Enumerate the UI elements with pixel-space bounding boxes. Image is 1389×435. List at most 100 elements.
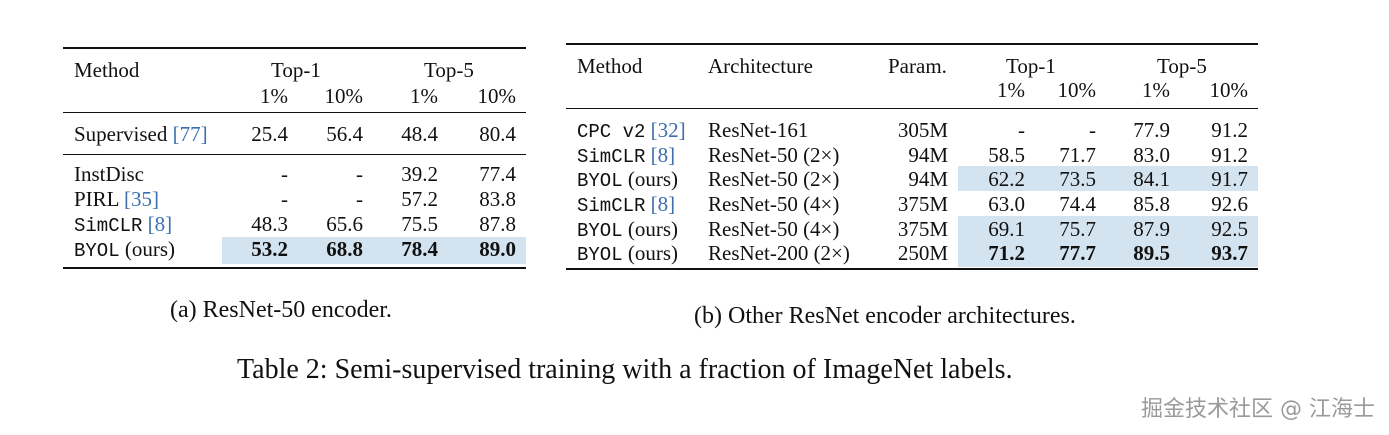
byol-highlight	[958, 240, 1258, 267]
value-cell: 91.2	[1211, 143, 1248, 167]
method-suffix: (ours)	[627, 167, 679, 191]
byol-highlight	[958, 216, 1258, 241]
value-cell: 84.1	[1133, 167, 1170, 191]
value-cell: 71.7	[1059, 143, 1096, 167]
header-architecture: Architecture	[708, 54, 813, 78]
architecture-cell: ResNet-161	[708, 118, 809, 142]
value-cell: 92.6	[1211, 192, 1248, 216]
row-method: BYOL (ours)	[577, 241, 678, 267]
caption-a: (a) ResNet-50 encoder.	[170, 297, 392, 323]
header-sub-2: 10%	[1057, 78, 1097, 102]
header-top5: Top-5	[424, 58, 474, 82]
header-sub-1: 1%	[260, 84, 288, 108]
value-cell: -	[1018, 118, 1025, 142]
value-cell: 75.5	[401, 212, 438, 236]
row-method: BYOL (ours)	[577, 167, 678, 193]
method-name: SimCLR	[74, 215, 143, 237]
header-sub-3: 1%	[1142, 78, 1170, 102]
row-method: CPC v2 [32]	[577, 118, 686, 144]
header-rule	[63, 112, 526, 113]
value-cell: 78.4	[401, 237, 438, 261]
param-cell: 375M	[897, 192, 948, 216]
citation-link[interactable]: [77]	[172, 122, 208, 146]
bottom-rule	[63, 267, 526, 269]
value-cell: -	[281, 162, 288, 186]
header-top1: Top-1	[1006, 54, 1056, 78]
value-cell: 69.1	[988, 217, 1025, 241]
value-cell: 62.2	[988, 167, 1025, 191]
method-suffix: (ours)	[124, 237, 176, 261]
value-cell: 63.0	[988, 192, 1025, 216]
method-suffix: (ours)	[627, 241, 679, 265]
group-rule	[63, 154, 526, 155]
method-name: BYOL	[577, 170, 623, 192]
method-name: BYOL	[577, 244, 623, 266]
main-caption: Table 2: Semi-supervised training with a…	[237, 354, 1013, 385]
value-cell: -	[356, 162, 363, 186]
value-cell: 65.6	[326, 212, 363, 236]
architecture-cell: ResNet-200 (2×)	[708, 241, 850, 265]
param-cell: 94M	[908, 143, 948, 167]
header-top1: Top-1	[271, 58, 321, 82]
header-sub-2: 10%	[324, 84, 364, 108]
value-cell: 83.8	[479, 187, 516, 211]
param-cell: 375M	[897, 217, 948, 241]
value-cell: 92.5	[1211, 217, 1248, 241]
value-cell: 91.2	[1211, 118, 1248, 142]
citation-link[interactable]: [8]	[147, 212, 173, 236]
row-method: BYOL (ours)	[74, 237, 175, 263]
value-cell: -	[1089, 118, 1096, 142]
watermark: 掘金技术社区 @ 江海士	[1141, 397, 1375, 422]
value-cell: 57.2	[401, 187, 438, 211]
value-cell: 53.2	[251, 237, 288, 261]
header-sub-3: 1%	[410, 84, 438, 108]
param-cell: 250M	[897, 241, 948, 265]
top-rule	[63, 47, 526, 49]
value-cell: 77.9	[1133, 118, 1170, 142]
value-cell: 89.0	[479, 237, 516, 261]
param-cell: 94M	[908, 167, 948, 191]
header-method: Method	[74, 58, 140, 82]
method-name: SimCLR	[577, 146, 646, 168]
citation-link[interactable]: [8]	[650, 143, 676, 167]
bottom-rule	[566, 268, 1258, 270]
header-sub-4: 10%	[477, 84, 517, 108]
method-name: BYOL	[74, 240, 120, 262]
value-cell: 25.4	[251, 122, 288, 146]
row-method: PIRL [35]	[74, 187, 159, 211]
citation-link[interactable]: [32]	[650, 118, 686, 142]
value-cell: 77.7	[1059, 241, 1096, 265]
byol-highlight	[958, 166, 1258, 191]
value-cell: 83.0	[1133, 143, 1170, 167]
method-name: Supervised	[74, 122, 168, 146]
method-name: CPC v2	[577, 121, 646, 143]
citation-link[interactable]: [35]	[123, 187, 159, 211]
byol-highlight	[222, 237, 526, 264]
header-method: Method	[577, 54, 643, 78]
citation-link[interactable]: [8]	[650, 192, 676, 216]
header-top5: Top-5	[1157, 54, 1207, 78]
value-cell: 71.2	[988, 241, 1025, 265]
architecture-cell: ResNet-50 (2×)	[708, 143, 840, 167]
value-cell: 91.7	[1211, 167, 1248, 191]
value-cell: 68.8	[326, 237, 363, 261]
value-cell: 85.8	[1133, 192, 1170, 216]
row-method: BYOL (ours)	[577, 217, 678, 243]
value-cell: 73.5	[1059, 167, 1096, 191]
value-cell: 74.4	[1059, 192, 1096, 216]
header-param: Param.	[888, 54, 947, 78]
value-cell: -	[281, 187, 288, 211]
value-cell: 77.4	[479, 162, 516, 186]
row-method: InstDisc	[74, 162, 144, 186]
method-name: SimCLR	[577, 195, 646, 217]
value-cell: 39.2	[401, 162, 438, 186]
method-name: PIRL	[74, 187, 119, 211]
architecture-cell: ResNet-50 (4×)	[708, 192, 840, 216]
header-sub-4: 10%	[1209, 78, 1249, 102]
value-cell: 87.9	[1133, 217, 1170, 241]
header-rule	[566, 108, 1258, 109]
param-cell: 305M	[897, 118, 948, 142]
value-cell: 89.5	[1133, 241, 1170, 265]
row-method: SimCLR [8]	[74, 212, 172, 238]
caption-b: (b) Other ResNet encoder architectures.	[694, 303, 1076, 329]
